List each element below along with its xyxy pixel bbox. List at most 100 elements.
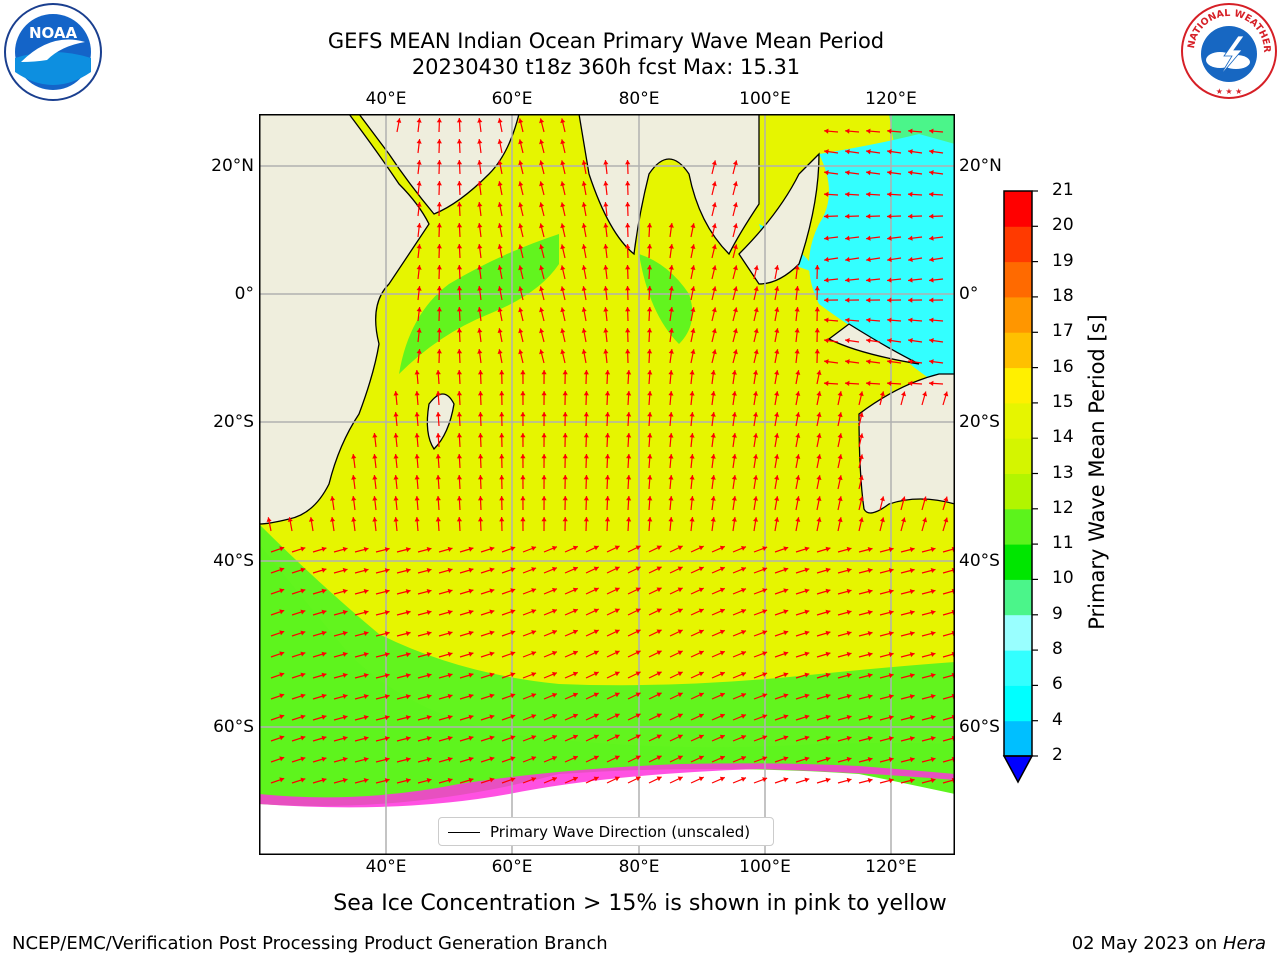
wave-arrow-head — [732, 307, 738, 313]
wave-arrow-head — [647, 517, 653, 522]
wave-arrow-head — [647, 370, 653, 375]
wave-arrow-head — [825, 588, 831, 594]
wave-arrow-head — [447, 567, 453, 573]
lon-label-bottom-80e: 80°E — [618, 857, 660, 877]
wave-arrow-head — [814, 307, 820, 312]
wave-arrow-head — [816, 412, 822, 417]
wave-arrow-head — [689, 517, 695, 522]
ocean-cyan-seas — [809, 134, 955, 394]
wave-arrow-head — [499, 454, 505, 459]
wave-arrow-head — [614, 755, 620, 761]
wave-arrow-head — [858, 517, 864, 523]
wave-arrow-head — [604, 454, 611, 459]
wave-arrow-head — [909, 757, 915, 763]
wave-arrow-head — [468, 630, 474, 636]
wave-arrow-head — [518, 181, 524, 187]
lat-label-left-0: 0° — [234, 284, 254, 304]
wave-arrow-head — [825, 714, 831, 720]
wave-arrow-head — [845, 128, 850, 134]
colorbar-graphic — [1002, 190, 1038, 784]
wave-arrow-head — [518, 286, 524, 292]
land-indochina — [738, 152, 820, 285]
wave-arrow-head — [477, 265, 483, 270]
wave-arrow-head — [762, 651, 768, 656]
wave-arrow-head — [416, 223, 422, 228]
wave-arrow-head — [405, 715, 411, 721]
nws-logo-icon: NATIONAL WEATHER SERVICE ★ ★ ★ — [1176, 0, 1277, 99]
wave-arrow-head — [698, 608, 704, 614]
wave-arrow-head — [635, 587, 641, 593]
wave-arrow-head — [908, 191, 913, 197]
wave-arrow-head — [719, 776, 725, 782]
wave-arrow-head — [456, 328, 463, 333]
wave-arrow-head — [909, 589, 915, 595]
wave-arrow-head — [732, 202, 738, 208]
wave-arrow-head — [783, 630, 789, 636]
wave-arrow-head — [518, 139, 524, 145]
wave-arrow-head — [456, 286, 463, 291]
wave-arrow-head — [510, 546, 516, 552]
wave-arrow-head — [887, 235, 892, 241]
wave-arrow-head — [456, 307, 463, 312]
wave-arrow-head — [539, 223, 545, 229]
wave-arrow-head — [741, 609, 746, 614]
wave-arrow-head — [922, 391, 928, 397]
wave-arrow-head — [625, 265, 631, 270]
wave-arrow-head — [943, 517, 949, 523]
wave-arrow-head — [814, 349, 820, 354]
wave-arrow-head — [581, 307, 587, 312]
wave-arrow-head — [456, 475, 462, 480]
wave-arrow-head — [710, 496, 716, 501]
wave-arrow-head — [845, 256, 850, 262]
wave-arrow-head — [531, 714, 537, 719]
wave-arrow-head — [646, 286, 653, 291]
colorbar-tick-label: 21 — [1052, 180, 1074, 200]
colorbar-segment — [1004, 191, 1032, 227]
wave-arrow-head — [499, 433, 505, 438]
wave-arrow-head — [762, 714, 768, 719]
wave-arrow-head — [541, 496, 547, 501]
land-india — [578, 113, 760, 256]
wave-arrow-head — [393, 412, 399, 417]
wave-arrow-head — [753, 349, 759, 355]
wave-arrow-head — [908, 170, 913, 176]
lat-label-left-60s: 60°S — [213, 717, 254, 737]
wave-arrow-head — [581, 349, 587, 354]
wave-arrow-head — [279, 672, 285, 678]
wave-arrow-head — [435, 391, 441, 396]
wave-arrow-head — [888, 673, 894, 679]
wave-arrow-head — [342, 609, 348, 615]
wave-arrow-head — [560, 286, 566, 292]
wave-arrow-head — [351, 496, 357, 501]
wave-arrow-head — [603, 349, 609, 354]
wave-arrow-head — [824, 380, 829, 386]
wave-arrow-head — [698, 713, 704, 719]
lat-label-left-20n: 20°N — [211, 156, 254, 176]
wave-arrow-head — [426, 589, 432, 594]
wave-arrow-head — [279, 588, 285, 594]
wave-arrow-head — [497, 328, 503, 333]
colorbar-segment — [1004, 261, 1032, 298]
wave-arrow-head — [837, 517, 843, 523]
wave-arrow-head — [783, 735, 789, 741]
wave-arrow-head — [668, 370, 674, 375]
wave-arrow-head — [888, 589, 894, 595]
footer-date-text: 02 May 2023 on — [1071, 933, 1223, 954]
wave-arrow-head — [583, 454, 589, 459]
wave-arrow-head — [351, 475, 357, 480]
wave-arrow-head — [279, 546, 285, 552]
wave-arrow-head — [581, 181, 587, 186]
wave-arrow-head — [879, 391, 885, 397]
wave-arrow-head — [552, 566, 557, 572]
wave-arrow-head — [866, 277, 871, 283]
wave-arrow-head — [866, 297, 871, 303]
wave-arrow-head — [416, 181, 422, 186]
colorbar-tick-label: 6 — [1052, 674, 1063, 695]
wave-arrow-head — [866, 170, 871, 176]
wave-arrow-head — [279, 630, 285, 636]
wave-arrow-head — [731, 391, 737, 396]
wave-arrow-head — [656, 671, 662, 677]
wave-arrow-head — [435, 412, 441, 417]
wave-arrow-head — [901, 391, 906, 397]
wave-arrow-head — [560, 244, 566, 250]
